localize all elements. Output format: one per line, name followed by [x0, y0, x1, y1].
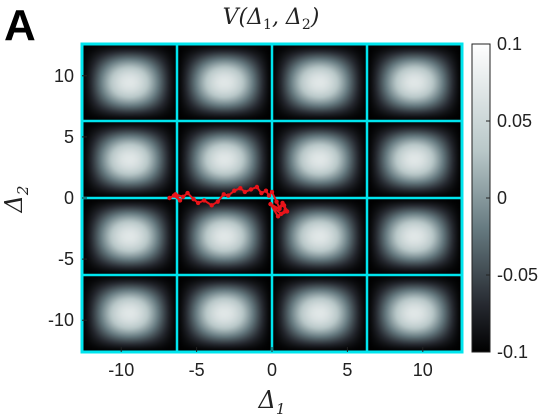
trajectory-point	[248, 187, 254, 192]
trajectory-point	[209, 203, 214, 208]
trajectory-point	[173, 192, 178, 197]
trajectory-point	[275, 214, 281, 219]
x-tick-label: 5	[342, 360, 352, 380]
x-tick-label: -5	[189, 360, 205, 380]
cell-boundaries	[82, 44, 462, 352]
y-tick-label: 0	[64, 188, 74, 208]
trajectory-point	[278, 211, 284, 217]
x-tick-label: 0	[267, 360, 277, 380]
trajectory-point	[259, 190, 264, 196]
trajectory-point	[195, 200, 201, 206]
y-tick-label: -5	[58, 249, 74, 269]
colorbar-tick-label: -0.05	[497, 265, 538, 285]
trajectory-group	[167, 184, 290, 219]
trajectory-point	[232, 188, 237, 193]
trajectory-point	[266, 193, 272, 198]
trajectory-point	[274, 199, 279, 204]
trajectory-point	[272, 206, 278, 212]
trajectory-point	[185, 190, 190, 196]
trajectory-point	[177, 198, 183, 203]
trajectory-point	[221, 192, 226, 197]
colorbar-axis: 0.1 0.05 0 -0.05 -0.1	[486, 34, 538, 362]
trajectory-point	[226, 193, 231, 198]
colorbar-tick-label: -0.1	[497, 342, 528, 362]
trajectory-point	[269, 189, 275, 195]
chart-title: V(Δ1, Δ2)	[223, 5, 320, 33]
trajectory-point	[167, 195, 172, 201]
colorbar-tick-label: 0.1	[497, 34, 522, 54]
y-tick-label: -10	[48, 310, 74, 330]
trajectory-point	[268, 201, 273, 207]
trajectory-point	[215, 199, 220, 204]
y-tick-label: 10	[54, 66, 74, 86]
y-tick-label: 5	[64, 127, 74, 147]
trajectory-point	[277, 206, 282, 212]
trajectory-point	[242, 189, 248, 195]
trajectory-point	[201, 198, 207, 203]
x-axis: -10 -5 0 5 10	[108, 347, 433, 380]
colorbar-tick-label: 0	[497, 188, 507, 208]
x-axis-label: Δ1	[258, 386, 286, 418]
x-tick-label: -10	[108, 360, 134, 380]
colorbar-tick-label: 0.05	[497, 111, 532, 131]
trajectory-point	[238, 186, 243, 191]
trajectory-point	[281, 203, 287, 208]
x-tick-label: 10	[413, 360, 433, 380]
trajectory-point	[191, 197, 196, 202]
trajectory-point	[263, 188, 269, 193]
trajectory-point	[254, 184, 260, 190]
trajectory-point	[180, 194, 186, 199]
trajectory-point	[284, 209, 290, 214]
y-axis: 10 5 0 -5 -10	[48, 66, 87, 330]
y-axis-label: Δ2	[0, 186, 32, 214]
panel-letter: A	[4, 1, 36, 50]
